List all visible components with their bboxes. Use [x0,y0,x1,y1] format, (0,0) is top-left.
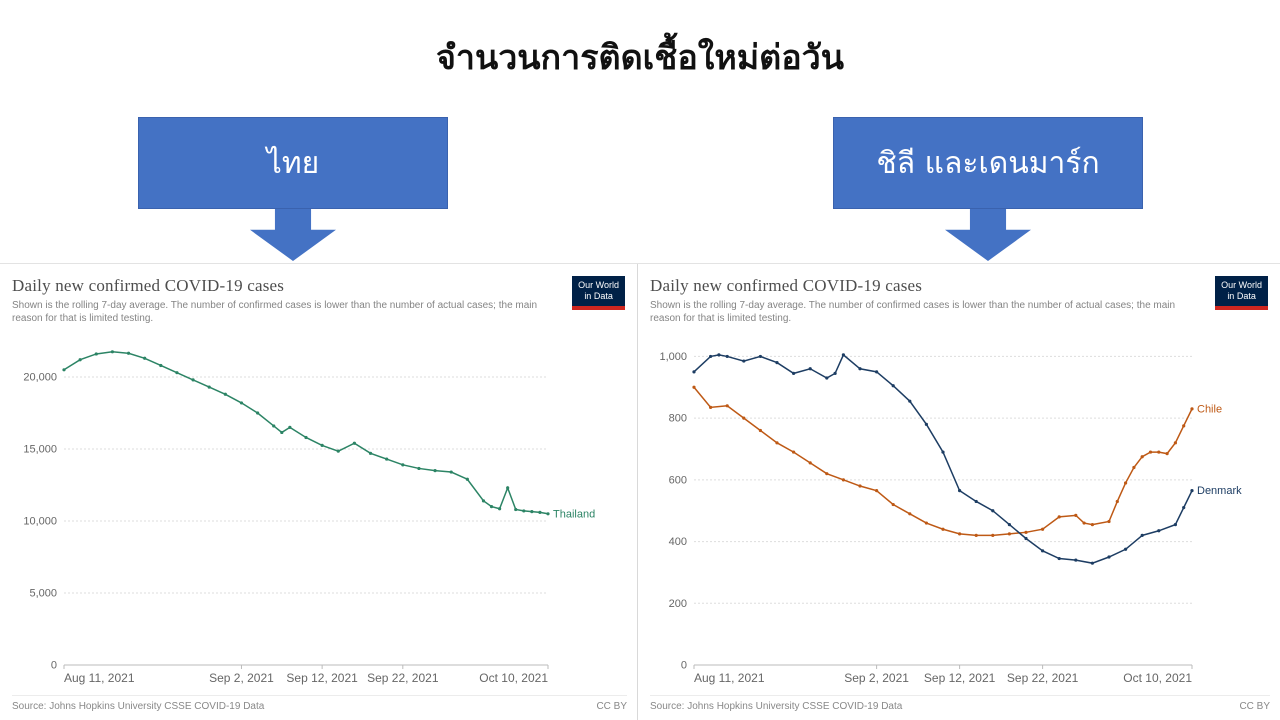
callout-thailand: ไทย [138,117,448,261]
owid-logo[interactable]: Our World in Data [1215,276,1268,310]
chart-panel-thailand: Daily new confirmed COVID-19 cases Shown… [0,264,638,720]
owid-logo[interactable]: Our World in Data [572,276,625,310]
svg-text:1,000: 1,000 [659,351,687,363]
callout-chile-denmark: ชิลี และเดนมาร์ก [833,117,1143,261]
svg-text:Aug 11, 2021: Aug 11, 2021 [64,671,135,685]
chart-title: Daily new confirmed COVID-19 cases [650,276,923,295]
source-text: Source: Johns Hopkins University CSSE CO… [650,701,903,712]
svg-text:Denmark: Denmark [1197,485,1242,497]
thailand-line-chart: 0 5,000 10,000 15,000 20,000 Aug 11, 2021 Sep … [23,350,595,685]
svg-text:400: 400 [669,536,687,548]
svg-text:Sep 2, 2021: Sep 2, 2021 [844,671,909,685]
svg-text:Sep 22, 2021: Sep 22, 2021 [1007,671,1079,685]
chart-footer: Source: Johns Hopkins University CSSE CO… [650,695,1270,712]
svg-text:0: 0 [51,660,57,672]
svg-text:600: 600 [669,474,687,486]
callout-thailand-box: ไทย [138,117,448,209]
svg-text:5,000: 5,000 [29,588,57,600]
svg-text:0: 0 [681,660,687,672]
svg-text:Oct 10, 2021: Oct 10, 2021 [1123,671,1192,685]
chile-denmark-line-chart: 0 200 400 600 800 1,000 Aug 11, 2021 Sep 2, 202… [659,351,1242,685]
chart-title: Daily new confirmed COVID-19 cases [12,276,285,295]
license-link[interactable]: CC BY [596,701,627,712]
svg-text:Oct 10, 2021: Oct 10, 2021 [479,671,548,685]
page-title: จำนวนการติดเชื้อใหม่ต่อวัน [435,38,845,78]
svg-text:Aug 11, 2021: Aug 11, 2021 [694,671,765,685]
svg-text:200: 200 [669,598,687,610]
chart-subtitle: Shown is the rolling 7-day average. The … [650,300,1176,324]
arrow-down-icon [945,209,1031,261]
svg-text:Sep 12, 2021: Sep 12, 2021 [286,671,358,685]
license-link[interactable]: CC BY [1239,701,1270,712]
callout-chile-denmark-label: ชิลี และเดนมาร์ก [876,145,1100,181]
svg-text:10,000: 10,000 [23,516,57,528]
svg-text:800: 800 [669,413,687,425]
source-text: Source: Johns Hopkins University CSSE CO… [12,701,265,712]
owid-logo-line2: in Data [1227,291,1256,302]
svg-text:15,000: 15,000 [23,444,57,456]
owid-logo-line1: Our World [578,280,619,290]
svg-text:Sep 2, 2021: Sep 2, 2021 [209,671,274,685]
chart-subtitle: Shown is the rolling 7-day average. The … [12,300,538,324]
svg-text:Thailand: Thailand [553,508,595,520]
chart-footer: Source: Johns Hopkins University CSSE CO… [12,695,627,712]
charts-row: Daily new confirmed COVID-19 cases Shown… [0,263,1280,720]
svg-text:Sep 22, 2021: Sep 22, 2021 [367,671,439,685]
callout-thailand-label: ไทย [266,145,320,181]
arrow-down-icon [250,209,336,261]
callout-chile-denmark-box: ชิลี และเดนมาร์ก [833,117,1143,209]
owid-logo-line2: in Data [584,291,613,302]
svg-text:Sep 12, 2021: Sep 12, 2021 [924,671,996,685]
svg-text:20,000: 20,000 [23,372,57,384]
chart-panel-chile-denmark: Daily new confirmed COVID-19 cases Shown… [638,264,1280,720]
owid-logo-line1: Our World [1221,280,1262,290]
svg-text:Chile: Chile [1197,403,1222,415]
